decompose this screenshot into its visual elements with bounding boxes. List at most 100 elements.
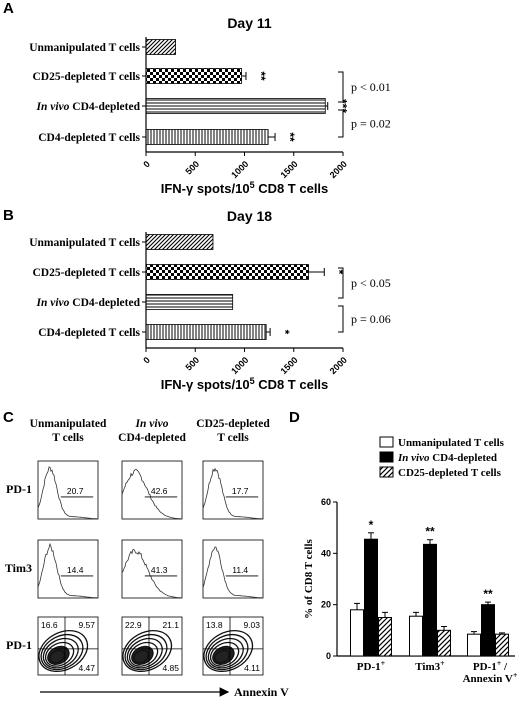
x-axis-label-part: IFN-γ spots/10 xyxy=(161,377,250,392)
significance-marker: * xyxy=(278,330,292,335)
contour-ring xyxy=(124,633,168,671)
p-value-label: p = 0.02 xyxy=(351,117,391,131)
histogram-box xyxy=(202,539,264,599)
comparison-bracket xyxy=(338,267,344,299)
legend-label: CD25-depleted T cells xyxy=(398,467,502,479)
significance-marker: * xyxy=(332,270,346,275)
category-label: In vivo CD4-depleted xyxy=(36,297,141,309)
histogram-percent: 42.6 xyxy=(151,486,168,496)
bar xyxy=(145,68,242,84)
x-tick-label: 1000 xyxy=(229,159,250,180)
bar xyxy=(145,39,176,55)
significance-marker: ** xyxy=(425,525,435,539)
contour-ring xyxy=(42,637,79,669)
column-header: CD25-depleted xyxy=(196,418,270,430)
category-label: CD4-depleted T cells xyxy=(38,327,140,339)
contour-ring xyxy=(49,649,66,664)
column-header: In vivo xyxy=(135,418,169,430)
group-label: Tim3+ xyxy=(415,659,445,674)
category-label: In vivo CD4-depleted xyxy=(36,101,141,113)
y-axis-label: % of CD8 T cells xyxy=(303,538,315,618)
comparison-bracket xyxy=(338,305,344,333)
contour-ring xyxy=(205,633,249,671)
group-label-part: / xyxy=(501,661,508,673)
histogram-percent: 41.3 xyxy=(151,565,168,575)
histogram-percent: 17.7 xyxy=(232,486,249,496)
column-header: CD4-depleted xyxy=(118,432,186,444)
chart-a: Day 11 Unmanipulated T cells CD25-depleted… xyxy=(29,15,391,196)
legend-swatch xyxy=(379,466,394,478)
x-tick-label: 1500 xyxy=(278,355,299,376)
row-label-part: Tim3 xyxy=(5,561,32,575)
panel-letter-d: D xyxy=(289,409,300,426)
contour-ring xyxy=(214,649,231,664)
category-label: CD25-depleted T cells xyxy=(32,71,140,83)
comparison-bracket xyxy=(338,71,344,103)
column-header-part: Unmanipulated xyxy=(30,418,107,430)
bar xyxy=(145,324,267,340)
group-label-part: + xyxy=(497,659,502,668)
column-header-part: CD4-depleted xyxy=(118,432,186,444)
histogram-trace xyxy=(121,548,182,599)
x-tick-label: 2000 xyxy=(328,355,349,376)
quadrant-percent: 4.11 xyxy=(244,663,260,673)
x-axis-label-part: CD8 T cells xyxy=(255,181,329,196)
bar xyxy=(145,129,269,145)
p-value-label: p = 0.06 xyxy=(351,312,391,326)
column-header-part: T cells xyxy=(52,432,84,444)
quadrant-percent: 21.1 xyxy=(162,620,179,630)
significance-marker: ** xyxy=(254,71,268,81)
histogram-box xyxy=(121,539,183,599)
bar xyxy=(364,538,378,657)
x-axis-label-part: 5 xyxy=(250,180,255,190)
quadrant-percent: 13.8 xyxy=(206,620,223,630)
group-label: PD-1+ xyxy=(357,659,386,674)
contour-ring xyxy=(133,649,150,664)
column-header: Unmanipulated xyxy=(30,418,107,430)
bar xyxy=(437,629,451,657)
category-label: Unmanipulated T cells xyxy=(29,237,140,249)
category-label-part: CD4-depleted T cells xyxy=(38,327,140,339)
comparison-bracket xyxy=(338,109,344,138)
flow-panel-c: Unmanipulated T cells In vivo CD4-depleted C… xyxy=(5,418,289,699)
legend-label-part: In vivo xyxy=(397,452,430,464)
bar xyxy=(378,617,392,657)
panel-letter-c: C xyxy=(3,409,14,426)
row-label: PD-1 xyxy=(6,482,32,496)
x-tick-label: 0 xyxy=(141,159,152,170)
row-label-part: PD-1 xyxy=(6,482,32,496)
category-label-part: CD25-depleted T cells xyxy=(32,71,140,83)
histogram-percent: 11.4 xyxy=(232,565,248,575)
column-header-part: T cells xyxy=(217,432,249,444)
x-tick-label: 1000 xyxy=(229,355,250,376)
quadrant-percent: 4.47 xyxy=(78,663,95,673)
bar xyxy=(145,234,214,250)
group-label-part: + xyxy=(513,671,518,680)
group-label: Annexin V+ xyxy=(463,671,518,686)
category-label-part: CD25-depleted T cells xyxy=(32,267,140,279)
bar xyxy=(350,609,364,657)
column-header-part: CD25-depleted xyxy=(196,418,270,430)
category-label-part: In vivo xyxy=(36,101,70,113)
x-tick-label: 0 xyxy=(141,355,152,366)
contour-ring xyxy=(126,637,163,669)
annexin-label: Annexin V xyxy=(234,685,289,699)
x-tick-label: 1500 xyxy=(278,159,299,180)
column-header: T cells xyxy=(52,432,84,444)
significance-marker: * xyxy=(369,518,374,532)
histogram-trace xyxy=(121,468,182,520)
x-axis-label-part: IFN-γ spots/10 xyxy=(161,181,250,196)
category-label-part: Unmanipulated T cells xyxy=(29,42,140,54)
p-value-label: p < 0.05 xyxy=(351,276,391,290)
histogram-trace xyxy=(37,542,98,599)
bar xyxy=(145,264,309,280)
y-tick-label: 40 xyxy=(321,548,331,558)
x-tick-label: 2000 xyxy=(328,159,349,180)
group-label-part: PD-1 xyxy=(357,661,381,673)
group-label-part: PD-1 xyxy=(473,661,497,673)
legend-swatch xyxy=(379,451,394,463)
quadrant-percent: 22.9 xyxy=(125,620,142,630)
group-label: PD-1+ / xyxy=(473,659,508,674)
histogram-percent: 20.7 xyxy=(67,486,84,496)
x-tick-label: 500 xyxy=(183,355,201,373)
